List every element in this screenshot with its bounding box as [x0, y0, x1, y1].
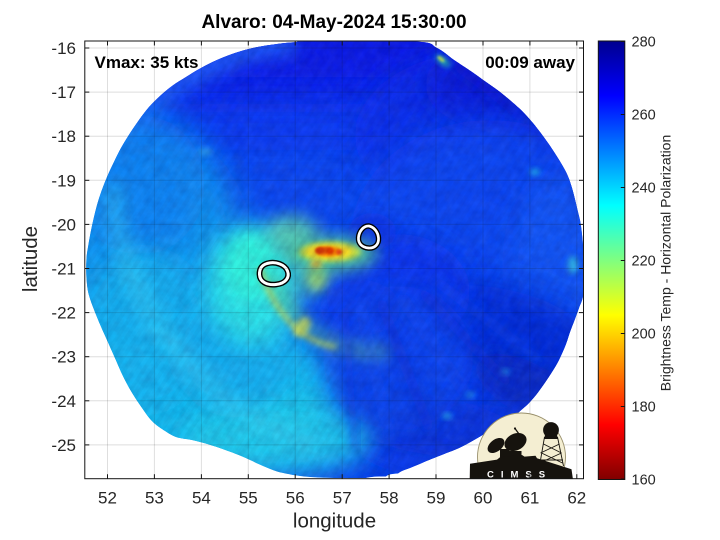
svg-text:160: 160: [632, 472, 656, 488]
svg-text:62: 62: [567, 489, 586, 508]
svg-text:220: 220: [632, 254, 656, 270]
svg-text:-20: -20: [51, 215, 76, 234]
svg-text:-23: -23: [51, 348, 76, 367]
svg-text:240: 240: [632, 181, 656, 197]
svg-text:-18: -18: [51, 127, 76, 146]
svg-text:CIMSS: CIMSS: [487, 469, 552, 480]
svg-text:59: 59: [427, 489, 446, 508]
svg-text:57: 57: [333, 489, 352, 508]
svg-text:-16: -16: [51, 39, 76, 58]
svg-text:280: 280: [632, 35, 656, 51]
svg-text:Vmax: 35 kts: Vmax: 35 kts: [95, 53, 199, 72]
svg-text:200: 200: [632, 327, 656, 343]
svg-text:Brightness Temp - Horizontal P: Brightness Temp - Horizontal Polarizatio…: [658, 135, 674, 392]
svg-text:latitude: latitude: [19, 226, 42, 292]
svg-text:-22: -22: [51, 304, 76, 323]
svg-text:-19: -19: [51, 171, 76, 190]
svg-text:61: 61: [520, 489, 539, 508]
svg-text:-25: -25: [51, 436, 76, 455]
svg-text:58: 58: [380, 489, 399, 508]
svg-text:-24: -24: [51, 392, 76, 411]
svg-text:56: 56: [286, 489, 305, 508]
svg-text:-17: -17: [51, 83, 76, 102]
svg-text:Alvaro: 04-May-2024 15:30:00: Alvaro: 04-May-2024 15:30:00: [201, 12, 466, 33]
svg-text:180: 180: [632, 400, 656, 416]
svg-text:00:09 away: 00:09 away: [485, 53, 575, 72]
svg-text:53: 53: [145, 489, 164, 508]
svg-text:52: 52: [98, 489, 117, 508]
svg-text:260: 260: [632, 108, 656, 124]
svg-text:60: 60: [474, 489, 493, 508]
svg-text:55: 55: [239, 489, 258, 508]
svg-text:54: 54: [192, 489, 211, 508]
svg-text:longitude: longitude: [293, 510, 376, 533]
svg-text:-21: -21: [51, 260, 76, 279]
